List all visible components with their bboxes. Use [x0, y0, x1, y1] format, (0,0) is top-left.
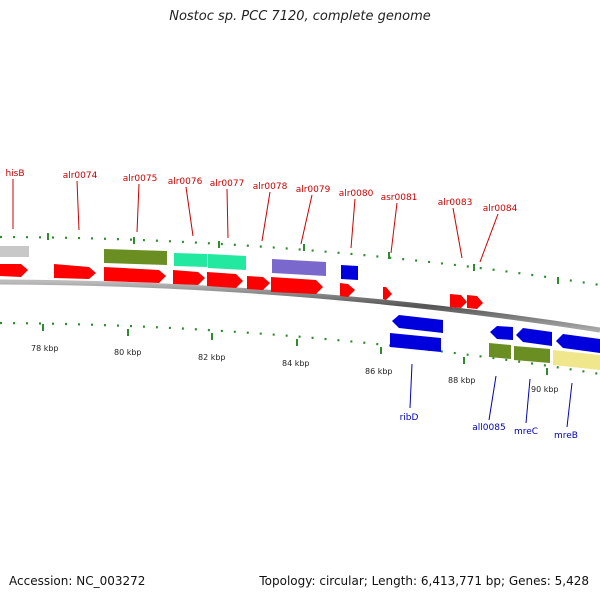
gene-label-alr0075[interactable]: alr0075 — [123, 174, 158, 184]
gene-arrow-hisB — [0, 264, 28, 277]
scale-label-88kbp: 88 kbp — [448, 376, 476, 385]
gene-arrow-asr0081 — [383, 287, 392, 300]
gene-label-mreC[interactable]: mreC — [514, 427, 538, 437]
reverse-cog-row — [390, 333, 600, 370]
inner-tick-ring — [0, 321, 600, 376]
gene-label-alr0083[interactable]: alr0083 — [438, 198, 473, 208]
gene-arrow-alr0075 — [104, 267, 166, 283]
scale-label-78kbp: 78 kbp — [31, 344, 59, 353]
gene-arrow-alr0084 — [467, 295, 483, 309]
scale-label-84kbp: 84 kbp — [282, 359, 310, 368]
gene-arrow-alr0076 — [173, 270, 205, 285]
gene-label-asr0081[interactable]: asr0081 — [381, 193, 418, 203]
gene-arrow-alr0083 — [450, 294, 467, 308]
gene-arrow-alr0079 — [271, 277, 323, 294]
scale-label-82kbp: 82 kbp — [198, 353, 226, 362]
gene-label-alr0077[interactable]: alr0077 — [210, 179, 245, 189]
gene-arrow-mreB — [556, 334, 600, 353]
reverse-label-group: ribD all0085 mreC mreB — [400, 363, 578, 441]
gene-label-alr0079[interactable]: alr0079 — [296, 185, 331, 195]
map-title: Nostoc sp. PCC 7120, complete genome — [169, 9, 431, 24]
gene-arrow-alr0080 — [340, 283, 355, 297]
gene-block-hisB-cog — [0, 246, 29, 257]
gene-label-alr0076[interactable]: alr0076 — [168, 177, 203, 187]
scale-label-80kbp: 80 kbp — [114, 348, 142, 357]
gene-label-all0085[interactable]: all0085 — [472, 423, 505, 433]
gene-block-mreB-cog — [553, 350, 600, 370]
gene-label-ribD[interactable]: ribD — [400, 413, 419, 423]
gene-label-alr0078[interactable]: alr0078 — [253, 182, 288, 192]
gene-arrow-mreC — [516, 328, 552, 346]
forward-label-group: hisB alr0074 alr0075 alr0076 alr0077 alr… — [5, 169, 518, 263]
gene-block-alr0075-cog — [104, 249, 167, 265]
gene-arrow-alr0074 — [54, 264, 96, 279]
gene-block-mreC-cog — [514, 346, 550, 363]
gene-label-alr0084[interactable]: alr0084 — [483, 204, 518, 214]
genome-summary-text: Topology: circular; Length: 6,413,771 bp… — [259, 574, 589, 588]
outer-tick-ring — [0, 233, 600, 287]
gene-block-alr0079-cog — [272, 259, 326, 276]
forward-gene-row — [0, 264, 483, 309]
gene-label-mreB[interactable]: mreB — [554, 431, 578, 441]
gene-block-alr0080-cog — [341, 265, 358, 280]
forward-cog-row — [0, 246, 358, 280]
accession-text: Accession: NC_003272 — [9, 574, 146, 588]
gene-label-hisB[interactable]: hisB — [5, 169, 24, 179]
reverse-gene-row — [392, 315, 600, 353]
scale-label-90kbp: 90 kbp — [531, 385, 559, 394]
gene-arrow-alr0078 — [247, 276, 270, 290]
gene-block-ribD-cog — [390, 333, 441, 352]
gene-label-alr0074[interactable]: alr0074 — [63, 171, 98, 181]
gene-block-all0085-cog — [489, 343, 511, 359]
genome-backbone — [0, 279, 600, 333]
gene-arrow-alr0077 — [207, 272, 243, 288]
gene-arrow-ribD — [392, 315, 443, 333]
gene-block-alr0077-cog — [208, 254, 246, 270]
gene-label-alr0080[interactable]: alr0080 — [339, 189, 374, 199]
gene-arrow-all0085 — [490, 326, 513, 340]
gene-block-alr0076-cog — [174, 253, 207, 267]
scale-label-86kbp: 86 kbp — [365, 367, 393, 376]
